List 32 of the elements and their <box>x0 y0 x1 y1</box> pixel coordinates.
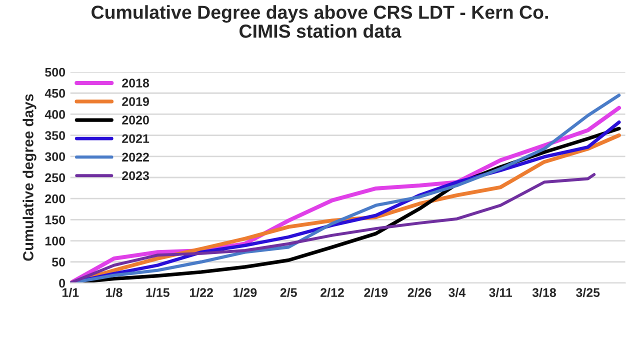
x-tick-label: 1/29 <box>234 288 257 298</box>
x-tick-label: 2/26 <box>408 288 432 298</box>
chart-title: Cumulative Degree days above CRS LDT - Kern Co. CIMIS station data <box>92 5 548 38</box>
y-tick-label: 400 <box>44 110 66 119</box>
legend-label: 2019 <box>122 97 149 106</box>
y-tick-label: 0 <box>59 278 66 288</box>
legend-label: 2022 <box>122 152 149 162</box>
legend-label: 2020 <box>122 116 149 125</box>
y-tick-label: 250 <box>45 173 66 182</box>
y-tick-label: 300 <box>44 152 66 162</box>
x-tick-label: 3/4 <box>448 288 466 298</box>
y-tick-label: 50 <box>52 258 66 267</box>
x-tick-label: 1/1 <box>62 288 79 298</box>
x-tick-label: 2/19 <box>364 288 388 298</box>
y-tick-label: 450 <box>44 88 66 98</box>
y-tick-label: 100 <box>45 236 66 246</box>
x-tick-label: 3/25 <box>576 288 600 298</box>
legend-label: 2018 <box>122 78 150 88</box>
y-axis-title: Cumulative degree days <box>22 94 36 261</box>
y-tick-label: 200 <box>45 194 66 204</box>
x-tick-label: 2/5 <box>280 288 297 298</box>
x-tick-label: 1/8 <box>106 288 122 298</box>
x-tick-label: 3/11 <box>489 288 512 298</box>
y-tick-label: 150 <box>45 215 66 224</box>
x-tick-label: 1/22 <box>190 288 213 298</box>
x-tick-label: 1/15 <box>146 288 170 298</box>
legend-label: 2021 <box>122 134 150 144</box>
y-tick-label: 500 <box>45 68 66 77</box>
x-tick-label: 3/18 <box>532 288 556 298</box>
legend-label: 2023 <box>122 171 150 180</box>
y-tick-label: 350 <box>44 131 66 140</box>
x-tick-label: 2/12 <box>320 288 344 298</box>
